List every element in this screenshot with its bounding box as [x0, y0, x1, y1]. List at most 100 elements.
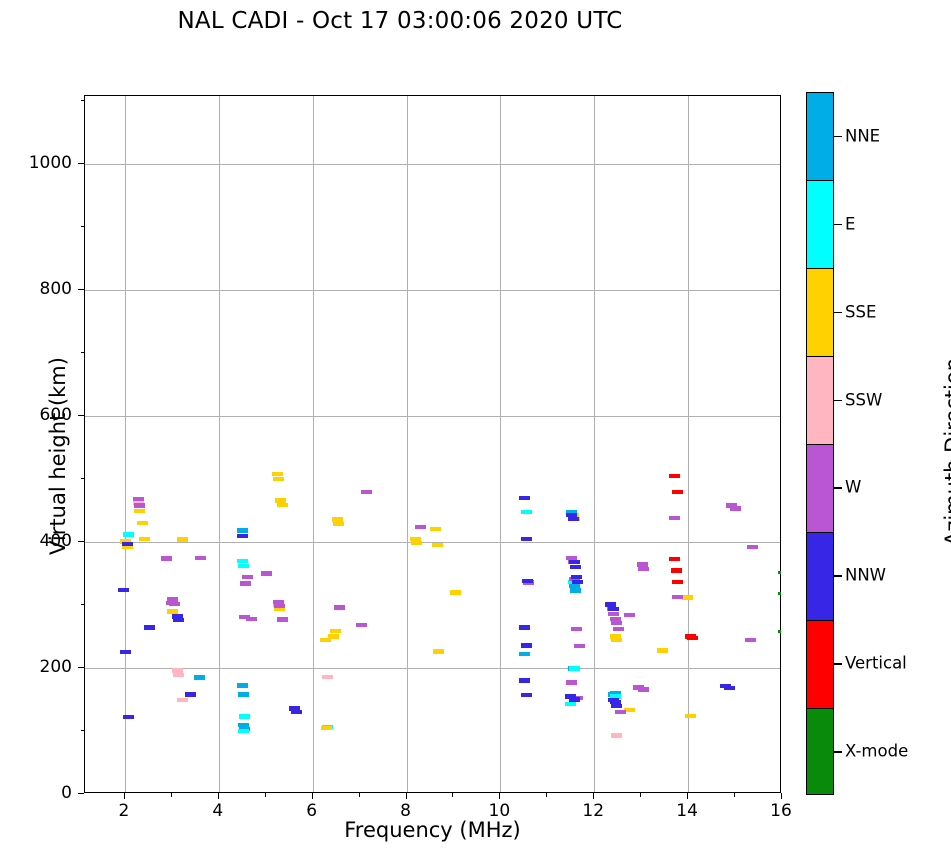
- colorbar-divider: [807, 707, 833, 709]
- data-mark: [668, 556, 680, 562]
- data-mark: [331, 517, 343, 522]
- data-mark: [725, 503, 737, 508]
- data-mark: [121, 544, 133, 549]
- gridline-vertical: [688, 96, 690, 792]
- data-mark: [565, 701, 577, 707]
- colorbar-title: Azimuth Direction: [941, 357, 951, 547]
- data-mark: [410, 536, 422, 542]
- data-mark: [185, 692, 197, 697]
- colorbar-tick: [834, 487, 842, 489]
- y-axis-tick: [78, 415, 84, 417]
- data-mark: [273, 599, 285, 605]
- data-mark: [567, 516, 579, 521]
- gridline-vertical: [218, 96, 220, 792]
- data-mark: [134, 503, 146, 508]
- x-axis-tick: [311, 793, 313, 799]
- data-mark: [356, 622, 368, 628]
- data-mark: [669, 515, 681, 521]
- x-axis-tick-label: 10: [488, 801, 511, 821]
- data-mark: [334, 605, 346, 610]
- data-mark: [361, 490, 373, 495]
- colorbar-tick: [834, 575, 842, 577]
- data-mark: [609, 691, 621, 696]
- y-axis-minor-tick: [80, 226, 84, 228]
- x-axis-tick-label: 6: [306, 801, 318, 821]
- data-mark: [519, 651, 531, 657]
- data-mark: [415, 524, 427, 530]
- data-mark: [573, 643, 585, 649]
- data-mark: [275, 498, 287, 503]
- y-axis-minor-tick: [80, 604, 84, 605]
- data-mark: [123, 714, 135, 720]
- x-axis-tick-label: 2: [118, 801, 130, 821]
- data-mark: [332, 521, 344, 526]
- data-mark: [120, 650, 132, 655]
- data-mark: [569, 565, 581, 570]
- data-mark: [139, 536, 151, 542]
- y-axis-minor-tick: [80, 352, 84, 354]
- data-mark: [687, 635, 699, 640]
- data-mark: [623, 708, 635, 713]
- colorbar-band-x-mode: [807, 708, 833, 794]
- data-mark: [669, 473, 681, 479]
- data-mark: [320, 638, 332, 643]
- data-mark: [605, 602, 617, 607]
- data-mark: [672, 579, 684, 584]
- data-mark: [329, 628, 341, 634]
- gridline-vertical: [406, 96, 408, 792]
- data-mark: [430, 526, 442, 531]
- colorbar-label-nne: NNE: [845, 126, 881, 146]
- data-mark: [167, 597, 179, 602]
- gridline-vertical: [312, 96, 314, 792]
- data-mark: [246, 616, 258, 622]
- data-mark: [143, 625, 155, 630]
- data-mark: [520, 509, 532, 514]
- data-mark: [778, 570, 782, 574]
- y-axis-tick: [78, 163, 84, 165]
- data-mark: [236, 528, 248, 533]
- colorbar-divider: [807, 619, 833, 621]
- colorbar-label-nnw: NNW: [845, 565, 887, 585]
- y-axis-tick: [78, 289, 84, 291]
- data-mark: [176, 697, 188, 703]
- data-mark: [569, 666, 581, 671]
- data-mark: [672, 594, 684, 599]
- data-mark: [271, 471, 283, 477]
- data-mark: [236, 558, 248, 564]
- data-mark: [160, 556, 172, 561]
- data-mark: [608, 611, 620, 617]
- x-axis-minor-tick: [170, 793, 172, 797]
- colorbar-label-e: E: [845, 214, 856, 234]
- colorbar-divider: [807, 180, 833, 182]
- colorbar-label-ssw: SSW: [845, 390, 883, 410]
- data-mark: [173, 672, 185, 678]
- data-mark: [238, 714, 250, 719]
- data-mark: [778, 592, 782, 596]
- data-mark: [118, 587, 130, 593]
- data-mark: [237, 722, 249, 727]
- colorbar-label-x-mode: X-mode: [845, 741, 909, 761]
- y-axis-minor-tick: [80, 100, 84, 102]
- data-mark: [239, 614, 251, 620]
- gridline-horizontal: [85, 290, 780, 292]
- colorbar: [806, 92, 834, 795]
- data-mark: [237, 563, 249, 569]
- data-mark: [134, 508, 146, 514]
- x-axis-minor-tick: [264, 793, 266, 797]
- x-axis-minor-tick: [358, 793, 360, 797]
- colorbar-band-e: [807, 180, 833, 270]
- data-mark: [614, 709, 626, 715]
- x-axis-tick: [217, 793, 219, 799]
- x-axis-minor-tick: [452, 793, 454, 797]
- x-axis-tick: [593, 793, 595, 799]
- colorbar-label-vertical: Vertical: [845, 653, 907, 673]
- x-axis-minor-tick: [546, 793, 548, 797]
- data-mark: [123, 532, 135, 537]
- data-mark: [240, 581, 252, 586]
- data-mark: [236, 533, 248, 538]
- colorbar-label-sse: SSE: [845, 302, 877, 322]
- data-mark: [566, 555, 578, 560]
- data-mark: [322, 674, 334, 680]
- data-mark: [432, 649, 444, 654]
- colorbar-band-w: [807, 444, 833, 533]
